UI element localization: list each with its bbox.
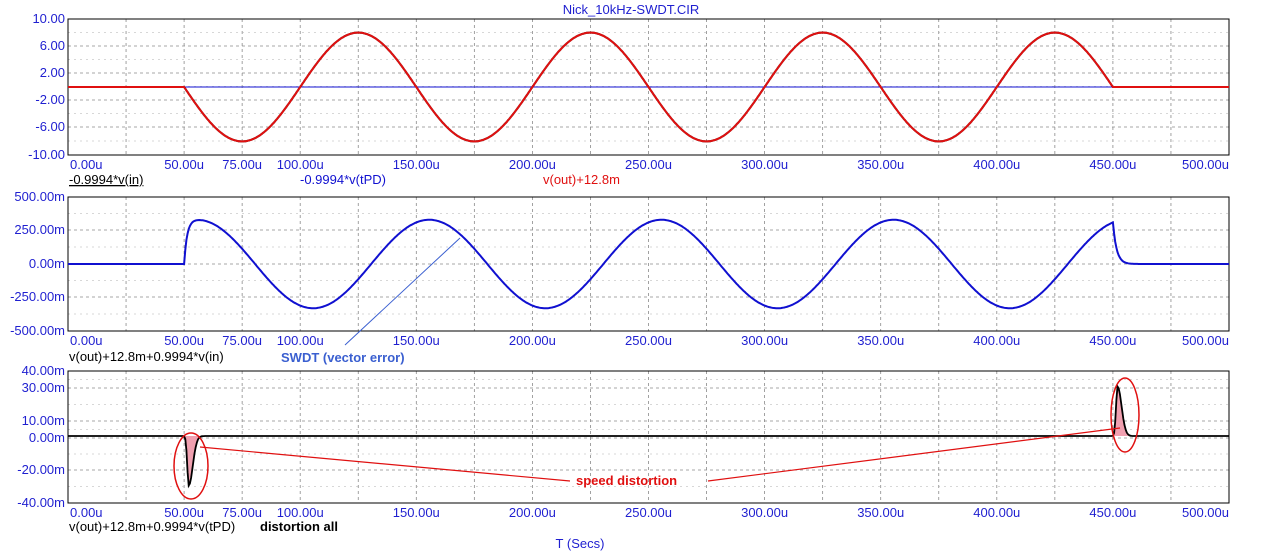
x-tick-label: 200.00u (509, 157, 556, 172)
panel-1: 10.00 6.00 2.00 -2.00 -6.00 -10.00 0.00u 50.00u… (28, 11, 1230, 172)
panel-2: 500.00m 250.00m 0.00m -250.00m -500.00m 0.00u… (10, 189, 1230, 348)
x-tick-label: 400.00u (973, 333, 1020, 348)
x-tick-label: 350.00u (857, 505, 904, 520)
annotation-speed-distortion: speed distortion (576, 473, 677, 488)
x-tick-label: 450.00u (1089, 333, 1136, 348)
trace-label-vin: -0.9994*v(in) (69, 172, 143, 187)
x-tick-label: 300.00u (741, 333, 788, 348)
x-tick-label: 200.00u (509, 333, 556, 348)
x-tick-label: 500.00u (1182, 505, 1229, 520)
x-tick-label: 250.00u (625, 157, 672, 172)
trace-label-vector-error: v(out)+12.8m+0.9994*v(in) (69, 349, 224, 364)
y-tick-label: -6.00 (35, 119, 65, 134)
y-tick-label: 10.00 (32, 11, 65, 26)
y-tick-label: 500.00m (14, 189, 65, 204)
x-tick-label: 500.00u (1182, 333, 1229, 348)
x-tick-label: 250.00u (625, 505, 672, 520)
x-tick-label: 150.00u (393, 333, 440, 348)
plot-title: Nick_10kHz-SWDT.CIR (563, 2, 700, 17)
x-tick-label: 500.00u (1182, 157, 1229, 172)
y-tick-label: 250.00m (14, 222, 65, 237)
x-tick-label: 250.00u (625, 333, 672, 348)
x-tick-label: 200.00u (509, 505, 556, 520)
x-tick-label: 0.00u (70, 157, 103, 172)
x-tick-label: 100.00u (277, 157, 324, 172)
trace-v(out)+12.8m+0.9994*v(in) (68, 218, 1229, 310)
x-tick-label: 400.00u (973, 157, 1020, 172)
spike-fill (1108, 386, 1141, 437)
x-tick-label: 75.00u (222, 505, 262, 520)
x-tick-label: 100.00u (277, 333, 324, 348)
y-tick-label: -10.00 (28, 147, 65, 162)
y-tick-label: 0.00m (29, 430, 65, 445)
trace-label-distortion: v(out)+12.8m+0.9994*v(tPD) (69, 519, 235, 534)
x-tick-label: 450.00u (1089, 505, 1136, 520)
x-axis-title: T (Secs) (556, 536, 605, 551)
y-tick-label: -20.00m (17, 462, 65, 477)
y-tick-label: 40.00m (22, 363, 65, 378)
y-tick-label: -40.00m (17, 495, 65, 510)
y-tick-label: 6.00 (40, 38, 65, 53)
traces (68, 218, 1229, 310)
y-tick-label: -250.00m (10, 289, 65, 304)
plot-frame (67, 370, 1230, 504)
x-tick-label: 50.00u (164, 505, 204, 520)
y-tick-label: 10.00m (22, 413, 65, 428)
highlight-ellipse-right (1110, 377, 1140, 453)
x-tick-label: 400.00u (973, 505, 1020, 520)
y-tick-label: -2.00 (35, 92, 65, 107)
spike-fill (179, 436, 212, 486)
x-tick-label: 300.00u (741, 157, 788, 172)
x-tick-label: 50.00u (164, 333, 204, 348)
x-tick-label: 450.00u (1089, 157, 1136, 172)
trace-v(out)+12.8m (68, 31, 1229, 143)
x-tick-label: 0.00u (70, 505, 103, 520)
x-tick-label: 75.00u (222, 157, 262, 172)
trace-label-vtpd: -0.9994*v(tPD) (300, 172, 386, 187)
annotation-distortion-all: distortion all (260, 519, 338, 534)
y-tick-label: 30.00m (22, 380, 65, 395)
annotation-swdt: SWDT (vector error) (281, 350, 405, 365)
annotation-leader-right (707, 427, 1121, 482)
x-tick-label: 0.00u (70, 333, 103, 348)
y-tick-label: 0.00m (29, 256, 65, 271)
trace-v(out)+12.8m+0.9994*v(tPD) (68, 383, 1229, 489)
x-tick-label: 350.00u (857, 157, 904, 172)
highlight-ellipse-left (173, 432, 209, 500)
x-tick-label: 100.00u (277, 505, 324, 520)
x-tick-label: 150.00u (393, 157, 440, 172)
annotation-leader-swdt (344, 237, 461, 346)
annotation-leader-left (199, 446, 571, 482)
x-tick-label: 300.00u (741, 505, 788, 520)
plot-panels: 10.00 6.00 2.00 -2.00 -6.00 -10.00 0.00u 50.00u… (10, 11, 1230, 534)
traces (68, 31, 1229, 143)
traces (68, 383, 1229, 489)
x-tick-label: 75.00u (222, 333, 262, 348)
panel-3: 40.00m 30.00m 10.00m 0.00m -20.00m -40.00m 0.0… (17, 363, 1230, 520)
y-tick-label: -500.00m (10, 323, 65, 338)
x-tick-label: 150.00u (393, 505, 440, 520)
trace-label-vout: v(out)+12.8m (543, 172, 620, 187)
x-tick-label: 50.00u (164, 157, 204, 172)
x-tick-label: 350.00u (857, 333, 904, 348)
y-tick-label: 2.00 (40, 65, 65, 80)
